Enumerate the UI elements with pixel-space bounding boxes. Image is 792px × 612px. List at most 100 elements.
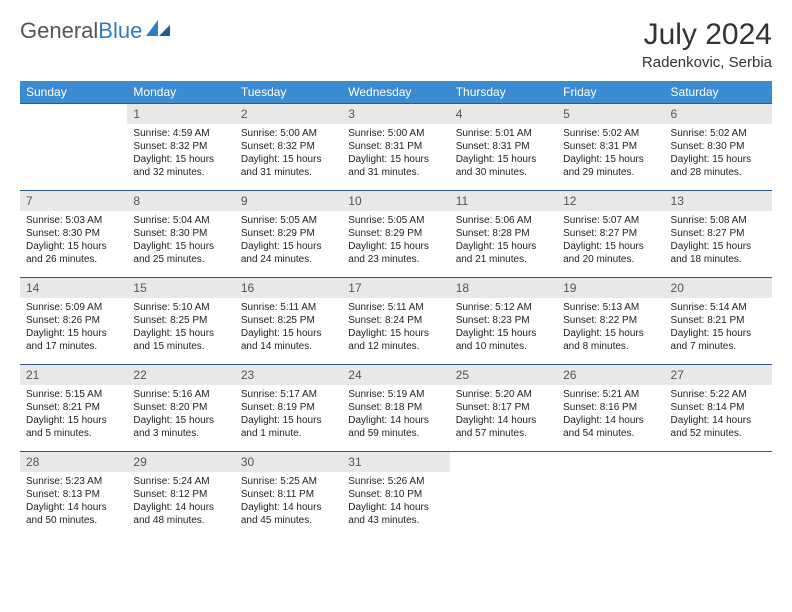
calendar-cell: 3Sunrise: 5:00 AMSunset: 8:31 PMDaylight… (342, 103, 449, 190)
sunrise-line: Sunrise: 5:14 AM (671, 301, 766, 314)
sunset-line: Sunset: 8:10 PM (348, 488, 443, 501)
day-number: 17 (342, 277, 449, 298)
calendar-row: 28Sunrise: 5:23 AMSunset: 8:13 PMDayligh… (20, 451, 772, 538)
calendar-cell: 31Sunrise: 5:26 AMSunset: 8:10 PMDayligh… (342, 451, 449, 538)
weekday-header: Wednesday (342, 81, 449, 103)
sunset-line: Sunset: 8:26 PM (26, 314, 121, 327)
day-number: 28 (20, 451, 127, 472)
daylight-line: Daylight: 15 hours and 29 minutes. (563, 153, 658, 179)
day-content: Sunrise: 5:16 AMSunset: 8:20 PMDaylight:… (127, 385, 234, 444)
calendar-cell: 1Sunrise: 4:59 AMSunset: 8:32 PMDaylight… (127, 103, 234, 190)
day-number: 25 (450, 364, 557, 385)
page-header: GeneralBlue July 2024 Radenkovic, Serbia (20, 18, 772, 71)
day-content: Sunrise: 5:00 AMSunset: 8:31 PMDaylight:… (342, 124, 449, 183)
day-number: 15 (127, 277, 234, 298)
sunset-line: Sunset: 8:11 PM (241, 488, 336, 501)
daylight-line: Daylight: 15 hours and 3 minutes. (133, 414, 228, 440)
calendar-cell: 26Sunrise: 5:21 AMSunset: 8:16 PMDayligh… (557, 364, 664, 451)
sunset-line: Sunset: 8:27 PM (563, 227, 658, 240)
calendar-cell: 16Sunrise: 5:11 AMSunset: 8:25 PMDayligh… (235, 277, 342, 364)
day-number: 22 (127, 364, 234, 385)
day-number: 4 (450, 103, 557, 124)
sunset-line: Sunset: 8:30 PM (133, 227, 228, 240)
day-content: Sunrise: 5:13 AMSunset: 8:22 PMDaylight:… (557, 298, 664, 357)
sunrise-line: Sunrise: 5:17 AM (241, 388, 336, 401)
daylight-line: Daylight: 15 hours and 28 minutes. (671, 153, 766, 179)
sunset-line: Sunset: 8:19 PM (241, 401, 336, 414)
day-content: Sunrise: 5:15 AMSunset: 8:21 PMDaylight:… (20, 385, 127, 444)
daylight-line: Daylight: 15 hours and 32 minutes. (133, 153, 228, 179)
day-content: Sunrise: 5:26 AMSunset: 8:10 PMDaylight:… (342, 472, 449, 531)
calendar-cell: 21Sunrise: 5:15 AMSunset: 8:21 PMDayligh… (20, 364, 127, 451)
sunrise-line: Sunrise: 5:15 AM (26, 388, 121, 401)
location-label: Radenkovic, Serbia (642, 54, 772, 71)
day-number: 19 (557, 277, 664, 298)
daylight-line: Daylight: 14 hours and 54 minutes. (563, 414, 658, 440)
calendar-cell: 23Sunrise: 5:17 AMSunset: 8:19 PMDayligh… (235, 364, 342, 451)
sunrise-line: Sunrise: 5:23 AM (26, 475, 121, 488)
day-content: Sunrise: 5:00 AMSunset: 8:32 PMDaylight:… (235, 124, 342, 183)
calendar-cell: 10Sunrise: 5:05 AMSunset: 8:29 PMDayligh… (342, 190, 449, 277)
day-number (557, 451, 664, 472)
sunset-line: Sunset: 8:14 PM (671, 401, 766, 414)
daylight-line: Daylight: 14 hours and 48 minutes. (133, 501, 228, 527)
sunrise-line: Sunrise: 4:59 AM (133, 127, 228, 140)
day-content: Sunrise: 5:12 AMSunset: 8:23 PMDaylight:… (450, 298, 557, 357)
weekday-header: Monday (127, 81, 234, 103)
day-number: 23 (235, 364, 342, 385)
sunset-line: Sunset: 8:18 PM (348, 401, 443, 414)
sunrise-line: Sunrise: 5:26 AM (348, 475, 443, 488)
day-number: 9 (235, 190, 342, 211)
day-number: 6 (665, 103, 772, 124)
sunset-line: Sunset: 8:17 PM (456, 401, 551, 414)
sunset-line: Sunset: 8:32 PM (133, 140, 228, 153)
brand-word1: General (20, 18, 98, 44)
day-number: 2 (235, 103, 342, 124)
sunrise-line: Sunrise: 5:04 AM (133, 214, 228, 227)
calendar-cell: 29Sunrise: 5:24 AMSunset: 8:12 PMDayligh… (127, 451, 234, 538)
sunset-line: Sunset: 8:31 PM (348, 140, 443, 153)
day-number: 12 (557, 190, 664, 211)
day-number: 27 (665, 364, 772, 385)
day-number: 5 (557, 103, 664, 124)
sunset-line: Sunset: 8:32 PM (241, 140, 336, 153)
weekday-header-row: SundayMondayTuesdayWednesdayThursdayFrid… (20, 81, 772, 103)
weekday-header: Saturday (665, 81, 772, 103)
day-number (20, 103, 127, 124)
day-content: Sunrise: 5:25 AMSunset: 8:11 PMDaylight:… (235, 472, 342, 531)
day-content: Sunrise: 5:08 AMSunset: 8:27 PMDaylight:… (665, 211, 772, 270)
calendar-cell: 24Sunrise: 5:19 AMSunset: 8:18 PMDayligh… (342, 364, 449, 451)
day-number: 31 (342, 451, 449, 472)
calendar-cell (20, 103, 127, 190)
sunset-line: Sunset: 8:21 PM (26, 401, 121, 414)
day-content: Sunrise: 5:11 AMSunset: 8:24 PMDaylight:… (342, 298, 449, 357)
sunrise-line: Sunrise: 5:02 AM (563, 127, 658, 140)
day-number: 16 (235, 277, 342, 298)
calendar-row: 14Sunrise: 5:09 AMSunset: 8:26 PMDayligh… (20, 277, 772, 364)
calendar-body: 1Sunrise: 4:59 AMSunset: 8:32 PMDaylight… (20, 103, 772, 538)
daylight-line: Daylight: 15 hours and 5 minutes. (26, 414, 121, 440)
daylight-line: Daylight: 15 hours and 21 minutes. (456, 240, 551, 266)
month-title: July 2024 (642, 18, 772, 52)
sunrise-line: Sunrise: 5:22 AM (671, 388, 766, 401)
calendar-cell: 17Sunrise: 5:11 AMSunset: 8:24 PMDayligh… (342, 277, 449, 364)
calendar-cell: 15Sunrise: 5:10 AMSunset: 8:25 PMDayligh… (127, 277, 234, 364)
daylight-line: Daylight: 15 hours and 17 minutes. (26, 327, 121, 353)
sunrise-line: Sunrise: 5:24 AM (133, 475, 228, 488)
sunrise-line: Sunrise: 5:11 AM (241, 301, 336, 314)
day-content: Sunrise: 5:02 AMSunset: 8:31 PMDaylight:… (557, 124, 664, 183)
day-content: Sunrise: 5:03 AMSunset: 8:30 PMDaylight:… (20, 211, 127, 270)
calendar-cell: 11Sunrise: 5:06 AMSunset: 8:28 PMDayligh… (450, 190, 557, 277)
daylight-line: Daylight: 15 hours and 18 minutes. (671, 240, 766, 266)
day-content: Sunrise: 4:59 AMSunset: 8:32 PMDaylight:… (127, 124, 234, 183)
sunset-line: Sunset: 8:23 PM (456, 314, 551, 327)
daylight-line: Daylight: 15 hours and 8 minutes. (563, 327, 658, 353)
sunrise-line: Sunrise: 5:08 AM (671, 214, 766, 227)
calendar-table: SundayMondayTuesdayWednesdayThursdayFrid… (20, 81, 772, 538)
weekday-header: Sunday (20, 81, 127, 103)
sunset-line: Sunset: 8:31 PM (563, 140, 658, 153)
sunrise-line: Sunrise: 5:06 AM (456, 214, 551, 227)
sunrise-line: Sunrise: 5:16 AM (133, 388, 228, 401)
daylight-line: Daylight: 15 hours and 24 minutes. (241, 240, 336, 266)
calendar-cell: 2Sunrise: 5:00 AMSunset: 8:32 PMDaylight… (235, 103, 342, 190)
